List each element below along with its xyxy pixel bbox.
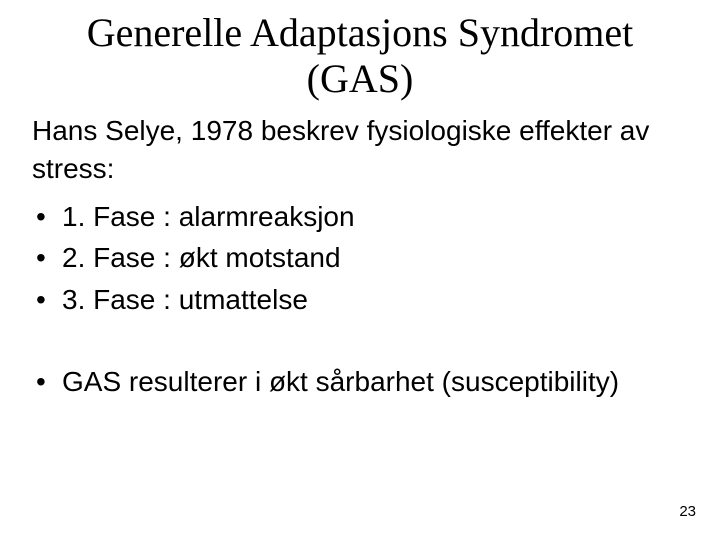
list-item: 1. Fase : alarmreaksjon — [28, 198, 692, 236]
bullet-text: 2. Fase : økt motstand — [62, 242, 341, 273]
bullet-list-phases: 1. Fase : alarmreaksjon 2. Fase : økt mo… — [28, 198, 692, 319]
page-number: 23 — [679, 503, 696, 520]
bullet-text: 3. Fase : utmattelse — [62, 284, 308, 315]
slide-body: Hans Selye, 1978 beskrev fysiologiske ef… — [0, 106, 720, 401]
bullet-text: GAS resulterer i økt sårbarhet (suscepti… — [62, 366, 619, 397]
list-item: 2. Fase : økt motstand — [28, 239, 692, 277]
slide-title: Generelle Adaptasjons Syndromet (GAS) — [0, 0, 720, 106]
title-line-1: Generelle Adaptasjons Syndromet — [87, 10, 634, 55]
title-line-2: (GAS) — [307, 56, 414, 101]
intro-text: Hans Selye, 1978 beskrev fysiologiske ef… — [28, 112, 692, 188]
list-item: GAS resulterer i økt sårbarhet (suscepti… — [28, 363, 692, 401]
spacer — [28, 323, 692, 359]
bullet-text: 1. Fase : alarmreaksjon — [62, 201, 355, 232]
bullet-list-result: GAS resulterer i økt sårbarhet (suscepti… — [28, 363, 692, 401]
list-item: 3. Fase : utmattelse — [28, 281, 692, 319]
slide: Generelle Adaptasjons Syndromet (GAS) Ha… — [0, 0, 720, 540]
